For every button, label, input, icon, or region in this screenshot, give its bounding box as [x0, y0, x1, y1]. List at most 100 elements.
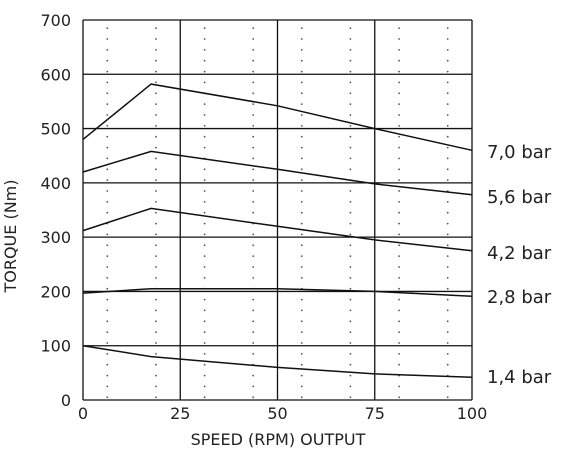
- grid-dot: [203, 114, 206, 116]
- grid-dot: [398, 168, 400, 171]
- grid-dot: [106, 363, 109, 366]
- grid-dot: [203, 385, 206, 388]
- grid-dot: [252, 70, 255, 73]
- grid-dot: [398, 135, 400, 138]
- grid-dot: [106, 266, 109, 268]
- grid-dot: [106, 146, 109, 149]
- grid-dot: [300, 331, 303, 333]
- grid-dot: [155, 244, 157, 247]
- grid-dot: [300, 353, 303, 355]
- grid-dot: [203, 168, 206, 171]
- grid-dot: [398, 157, 400, 160]
- grid-dot: [106, 59, 109, 62]
- grid-dot: [349, 135, 352, 138]
- grid-dot: [252, 38, 255, 40]
- grid-dot: [349, 201, 352, 203]
- grid-dot: [252, 146, 255, 149]
- grid-dot: [155, 331, 157, 333]
- grid-dot: [252, 385, 255, 388]
- grid-dot: [398, 211, 400, 214]
- grid-dot: [106, 287, 109, 290]
- grid-dot: [203, 135, 206, 138]
- grid-dot: [300, 233, 303, 236]
- grid-dot: [300, 320, 303, 323]
- grid-dot: [446, 49, 449, 51]
- grid-dot: [398, 179, 400, 182]
- grid-dot: [252, 49, 255, 51]
- x-axis-label: SPEED (RPM) OUTPUT: [191, 430, 366, 449]
- grid-dot: [203, 309, 206, 312]
- grid-dot: [155, 146, 157, 149]
- grid-dot: [252, 255, 255, 257]
- grid-dot: [349, 103, 352, 105]
- grid-dot: [349, 374, 352, 377]
- series-curve: [82, 207, 473, 252]
- grid-dot: [398, 146, 400, 149]
- grid-dot: [155, 168, 157, 171]
- grid-dot: [446, 396, 449, 399]
- grid-dot: [252, 92, 255, 95]
- grid-dot: [203, 244, 206, 247]
- grid-dot: [252, 374, 255, 377]
- grid-dot: [106, 81, 109, 84]
- grid-dot: [398, 222, 400, 225]
- grid-dot: [252, 114, 255, 116]
- grid-dot: [252, 342, 255, 344]
- grid-dot: [155, 277, 157, 279]
- grid-dot: [155, 374, 157, 377]
- grid-dot: [203, 201, 206, 203]
- grid-dot: [398, 298, 400, 301]
- y-tick-label: 700: [40, 11, 71, 30]
- grid-dot: [155, 135, 157, 138]
- grid-dot: [252, 201, 255, 203]
- y-tick-label: 500: [40, 120, 71, 139]
- grid-dot: [398, 353, 400, 355]
- y-tick-label: 0: [61, 391, 71, 410]
- series-label: 7,0 bar: [487, 142, 552, 163]
- grid-dot: [349, 342, 352, 344]
- grid-dot: [300, 59, 303, 62]
- grid-dot: [106, 103, 109, 105]
- grid-dot: [446, 331, 449, 333]
- grid-dot: [155, 342, 157, 344]
- grid-dot: [203, 179, 206, 182]
- grid-dot: [155, 103, 157, 105]
- grid-dot: [398, 342, 400, 344]
- grid-dot: [203, 70, 206, 73]
- grid-dot: [446, 320, 449, 323]
- grid-dot: [155, 114, 157, 116]
- grid-dot: [106, 385, 109, 388]
- grid-dot: [252, 331, 255, 333]
- grid-dot: [446, 222, 449, 225]
- grid-dot: [106, 309, 109, 312]
- grid-dot: [203, 277, 206, 279]
- series-label: 1,4 bar: [487, 367, 552, 388]
- grid-dot: [155, 179, 157, 182]
- grid-dot: [300, 81, 303, 84]
- grid-dot: [446, 168, 449, 171]
- grid-dot: [398, 396, 400, 399]
- grid-dot: [349, 38, 352, 40]
- grid-dot: [349, 168, 352, 171]
- grid-dot: [300, 157, 303, 160]
- grid-dot: [203, 363, 206, 366]
- x-tick-label: 0: [78, 404, 88, 423]
- grid-dot: [252, 157, 255, 160]
- grid-dot: [398, 190, 400, 192]
- grid-dot: [446, 81, 449, 84]
- x-tick-label: 75: [365, 404, 385, 423]
- grid-dot: [252, 233, 255, 236]
- grid-dot: [203, 190, 206, 192]
- grid-dot: [349, 255, 352, 257]
- grid-dot: [300, 135, 303, 138]
- grid-dot: [349, 287, 352, 290]
- grid-dot: [300, 201, 303, 203]
- grid-dot: [203, 353, 206, 355]
- grid-dot: [446, 27, 449, 29]
- grid-dot: [155, 70, 157, 73]
- grid-dot: [252, 309, 255, 312]
- grid-dot: [349, 146, 352, 149]
- grid-dot: [106, 277, 109, 279]
- grid-dot: [398, 92, 400, 95]
- grid-dot: [203, 146, 206, 149]
